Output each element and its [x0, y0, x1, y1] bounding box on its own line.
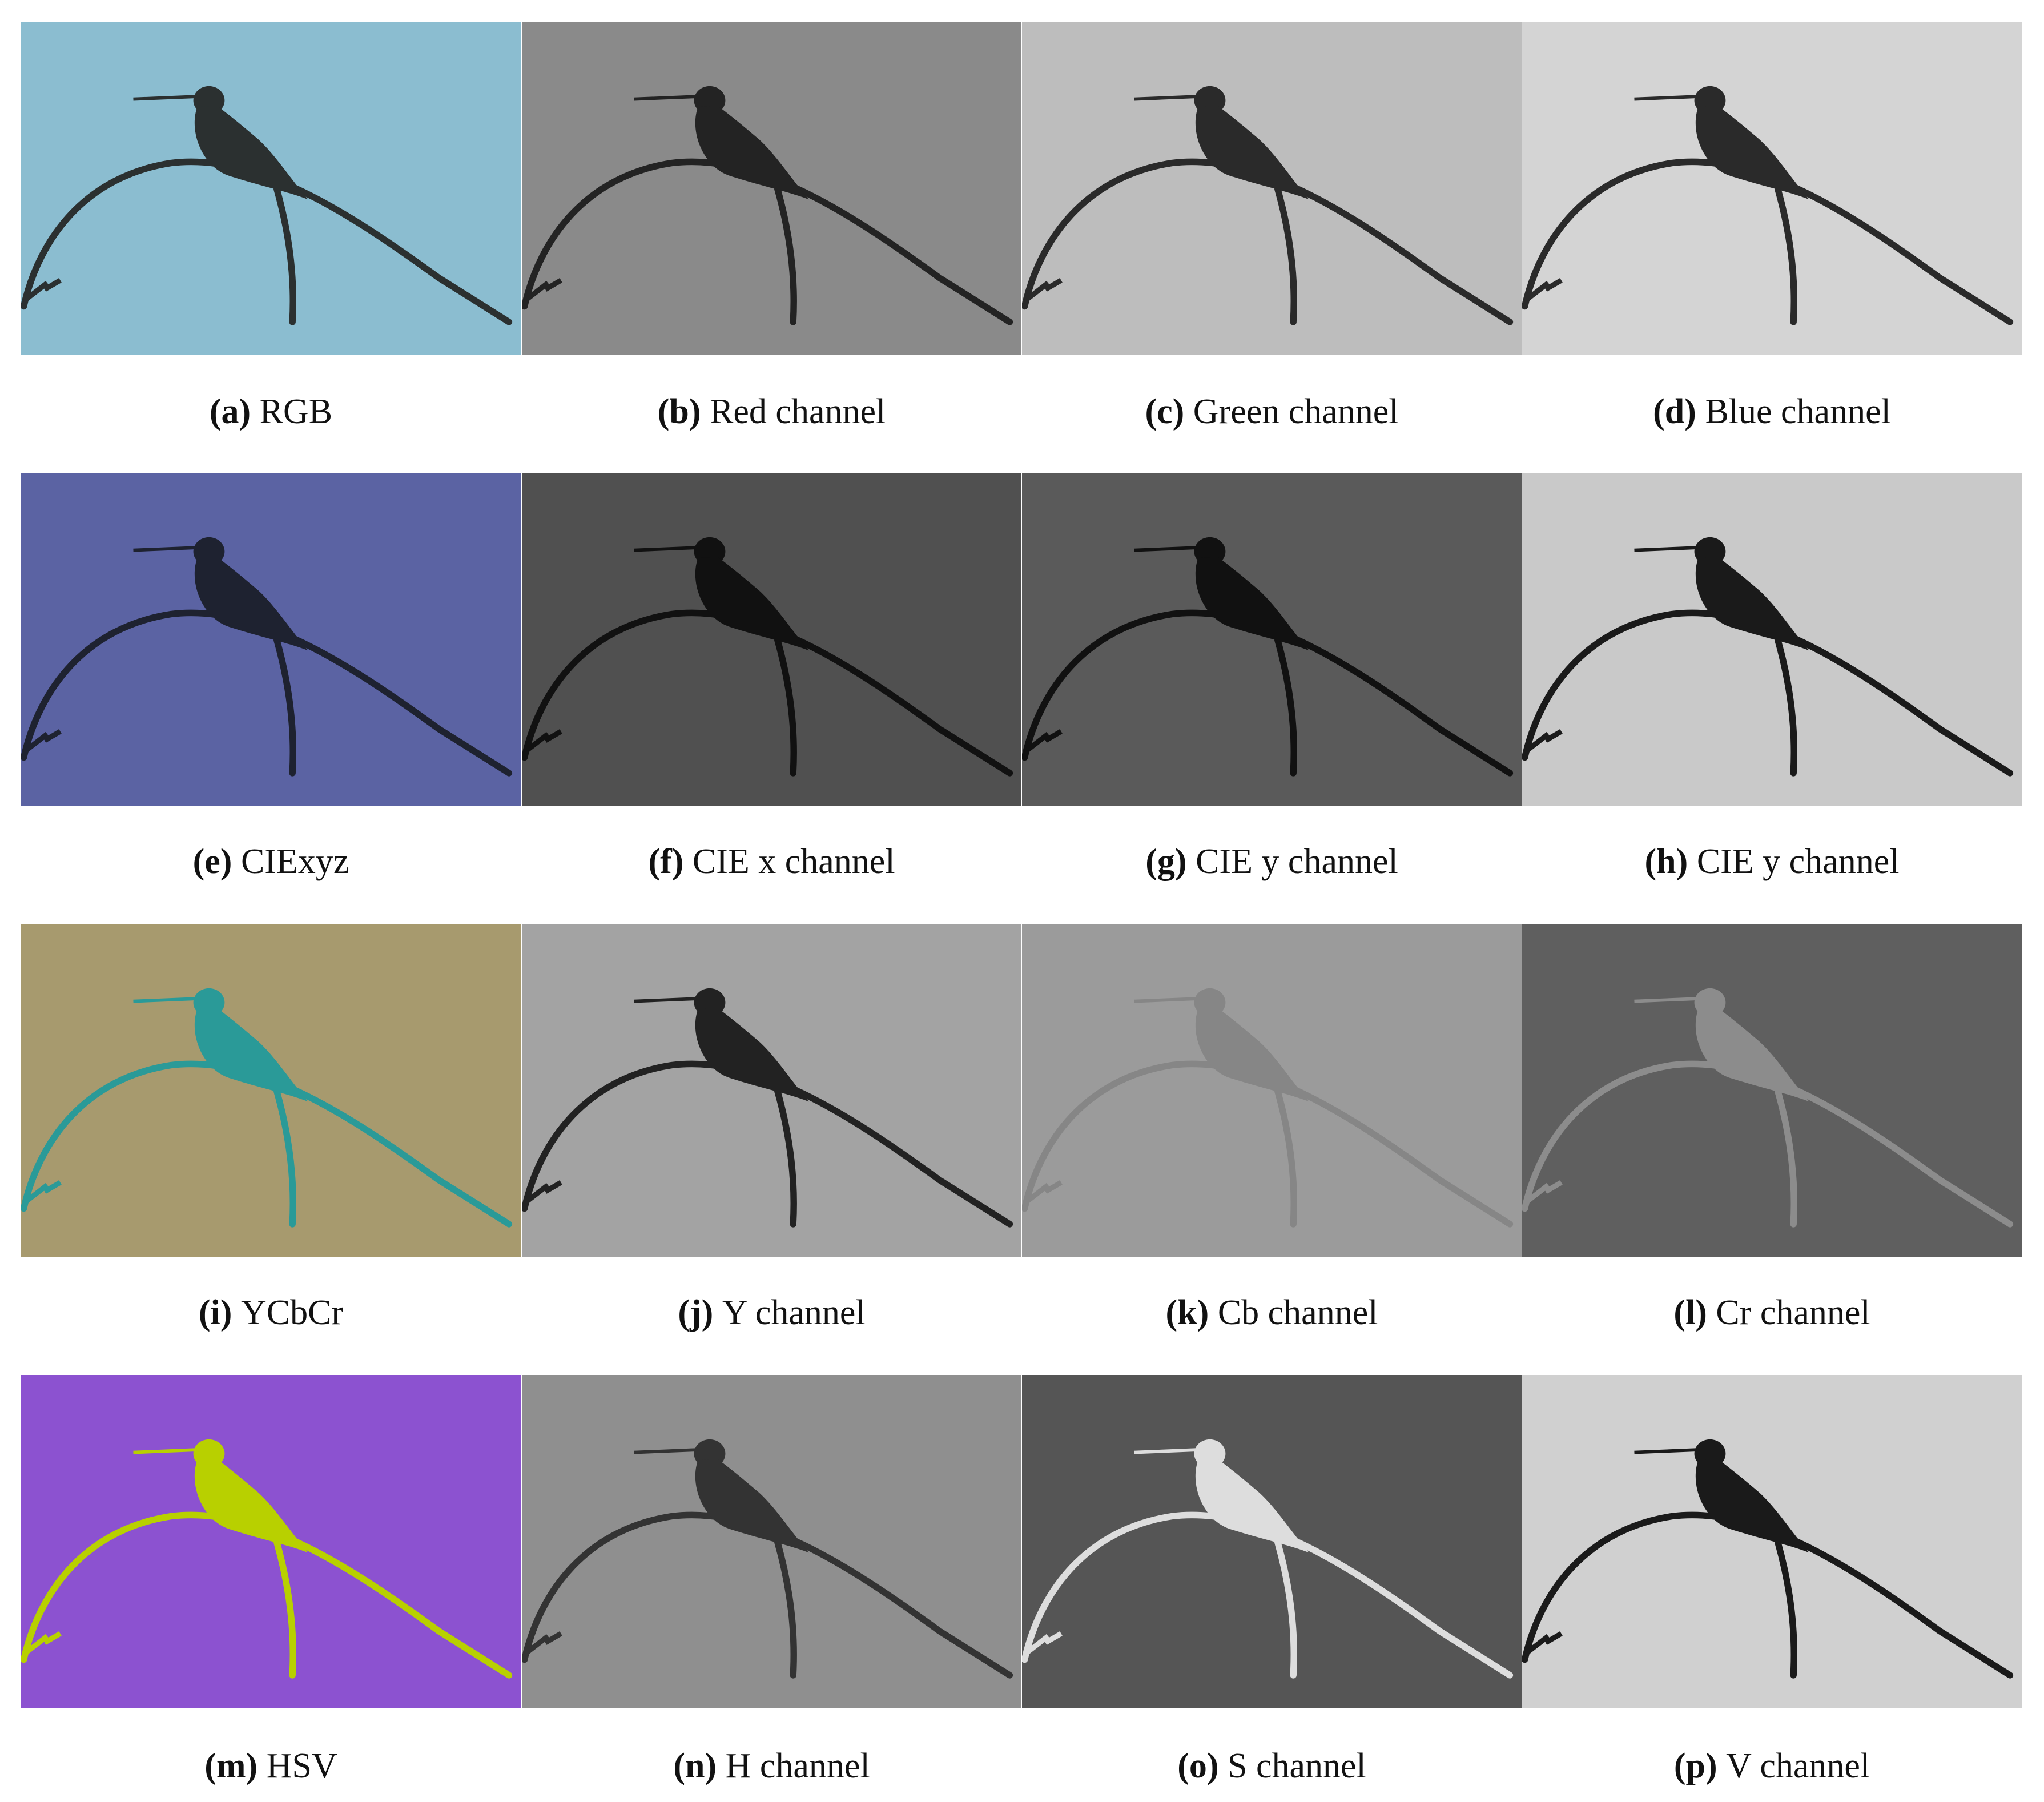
- caption-text: Red channel: [710, 392, 886, 431]
- caption-text: Blue channel: [1705, 392, 1891, 431]
- panel-image: [21, 924, 521, 1257]
- panel-caption: (c) Green channel: [1022, 394, 1522, 429]
- panel-image: [1022, 924, 1522, 1257]
- panel-label: (c): [1145, 392, 1185, 431]
- caption-text: CIExyz: [240, 842, 349, 881]
- panel-caption: (b) Red channel: [522, 394, 1021, 429]
- panel-caption: (d) Blue channel: [1522, 394, 2022, 429]
- caption-text: HSV: [266, 1747, 337, 1785]
- channel-image: [1022, 1375, 1522, 1708]
- panel-image: [21, 22, 521, 355]
- panel-label: (j): [678, 1293, 714, 1332]
- panel-label: (f): [648, 842, 684, 881]
- panel-image: [21, 473, 521, 806]
- channel-image: [1522, 22, 2022, 355]
- panel-caption: (f) CIE x channel: [522, 844, 1021, 879]
- channel-image: [1022, 22, 1522, 355]
- panel-caption: (i) YCbCr: [21, 1295, 521, 1330]
- caption-text: H channel: [725, 1747, 870, 1785]
- channel-image: [522, 924, 1021, 1257]
- panel-caption: (l) Cr channel: [1522, 1295, 2022, 1330]
- caption-text: CIE y channel: [1196, 842, 1398, 881]
- panel-label: (o): [1177, 1747, 1219, 1785]
- panel-caption: (o) S channel: [1022, 1748, 1522, 1784]
- panel-image: [1522, 1375, 2022, 1708]
- panel-label: (b): [657, 392, 701, 431]
- channel-image: [21, 1375, 521, 1708]
- panel-caption: (j) Y channel: [522, 1295, 1021, 1330]
- panel-image: [1022, 1375, 1522, 1708]
- panel-image: [1022, 22, 1522, 355]
- panel-label: (n): [673, 1747, 717, 1785]
- panel-caption: (k) Cb channel: [1022, 1295, 1522, 1330]
- panel-caption: (n) H channel: [522, 1748, 1021, 1784]
- panel-image: [1022, 473, 1522, 806]
- channel-image: [1522, 1375, 2022, 1708]
- caption-text: Cb channel: [1217, 1293, 1378, 1332]
- panel-label: (h): [1644, 842, 1688, 881]
- channel-image: [1522, 924, 2022, 1257]
- panel-caption: (p) V channel: [1522, 1748, 2022, 1784]
- panel-caption: (m) HSV: [21, 1748, 521, 1784]
- channel-image: [522, 1375, 1021, 1708]
- channel-image: [522, 473, 1021, 806]
- panel-label: (g): [1145, 842, 1187, 881]
- channel-image: [21, 473, 521, 806]
- caption-text: YCbCr: [240, 1293, 344, 1332]
- caption-text: S channel: [1228, 1747, 1366, 1785]
- channel-image: [1022, 924, 1522, 1257]
- panel-label: (l): [1673, 1293, 1707, 1332]
- channel-image: [522, 22, 1021, 355]
- panel-label: (m): [204, 1747, 258, 1785]
- panel-image: [522, 22, 1021, 355]
- panel-caption: (h) CIE y channel: [1522, 844, 2022, 879]
- caption-text: V channel: [1726, 1747, 1870, 1785]
- caption-text: Y channel: [722, 1293, 866, 1332]
- panel-image: [1522, 924, 2022, 1257]
- panel-label: (i): [198, 1293, 232, 1332]
- panel-label: (k): [1165, 1293, 1209, 1332]
- channel-image: [1022, 473, 1522, 806]
- panel-image: [522, 924, 1021, 1257]
- panel-image: [522, 473, 1021, 806]
- caption-text: CIE y channel: [1696, 842, 1900, 881]
- channel-image: [1522, 473, 2022, 806]
- panel-caption: (a) RGB: [21, 394, 521, 429]
- panel-caption: (g) CIE y channel: [1022, 844, 1522, 879]
- caption-text: RGB: [259, 392, 333, 431]
- caption-text: Green channel: [1193, 392, 1399, 431]
- panel-image: [1522, 473, 2022, 806]
- panel-label: (a): [209, 392, 251, 431]
- channel-image: [21, 22, 521, 355]
- caption-text: CIE x channel: [692, 842, 895, 881]
- panel-caption: (e) CIExyz: [21, 844, 521, 879]
- panel-label: (d): [1653, 392, 1696, 431]
- panel-image: [1522, 22, 2022, 355]
- caption-text: Cr channel: [1716, 1293, 1870, 1332]
- panel-image: [522, 1375, 1021, 1708]
- panel-label: (e): [192, 842, 232, 881]
- panel-image: [21, 1375, 521, 1708]
- panel-label: (p): [1673, 1747, 1717, 1785]
- channel-image: [21, 924, 521, 1257]
